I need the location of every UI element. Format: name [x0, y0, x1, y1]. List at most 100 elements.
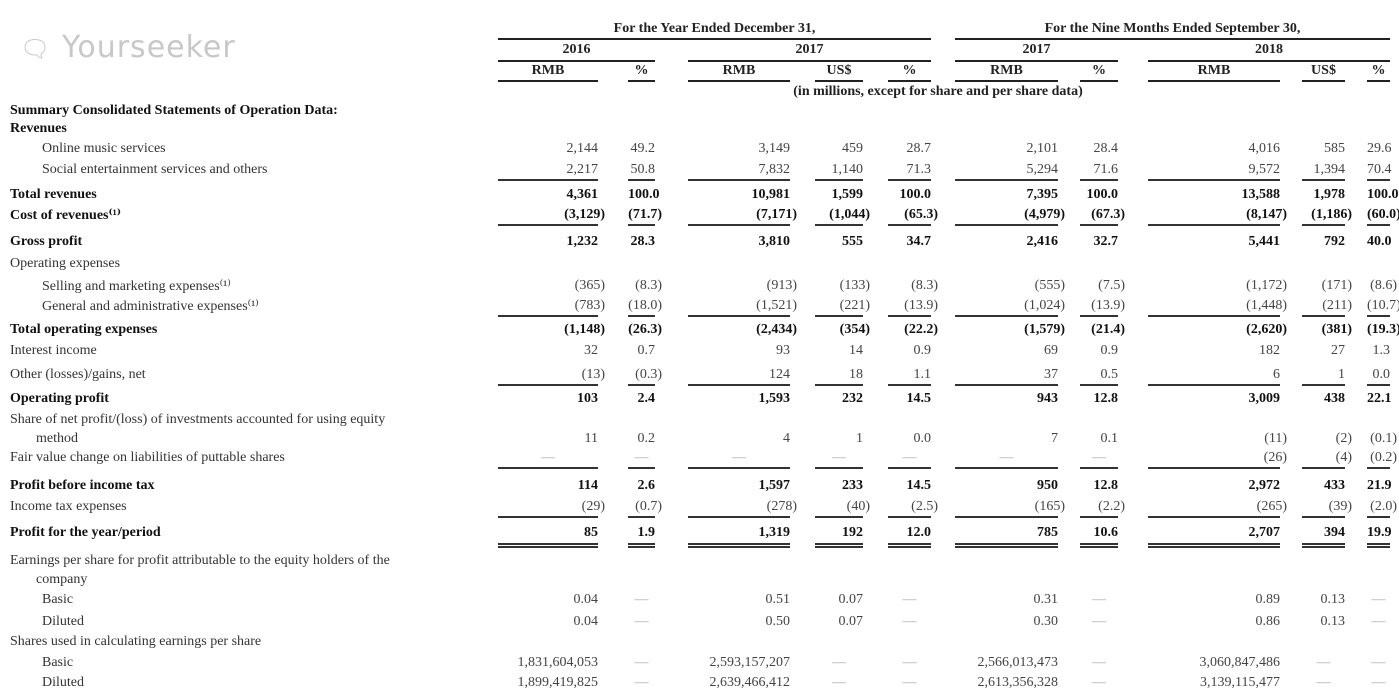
- subtotal-rule: [1080, 516, 1118, 518]
- table-cell: (3,129): [564, 207, 605, 222]
- subtotal-rule: [498, 467, 598, 469]
- subtotal-rule: [1080, 315, 1118, 317]
- table-cell: 103: [577, 391, 598, 406]
- table-cell: (165): [1034, 499, 1065, 514]
- table-cell: 4,016: [1248, 141, 1281, 156]
- table-cell: (1,448): [1246, 298, 1287, 313]
- table-cell: 6: [1273, 367, 1280, 382]
- table-cell: (211): [1322, 298, 1352, 313]
- currency-rule: [1080, 80, 1118, 82]
- currency-header: RMB: [1197, 63, 1231, 78]
- table-cell: 40.0: [1367, 234, 1392, 249]
- table-cell: (2,620): [1246, 322, 1287, 337]
- table-cell: 3,139,115,477: [1200, 675, 1280, 690]
- table-cell: 555: [842, 234, 863, 249]
- row-label: method: [36, 431, 78, 446]
- subtotal-rule: [1367, 224, 1390, 226]
- table-cell: 1.9: [637, 525, 656, 540]
- table-cell: 1,232: [566, 234, 599, 249]
- subtotal-rule: [1302, 467, 1345, 469]
- table-cell: 2.4: [637, 391, 656, 406]
- table-cell: 2,416: [1026, 234, 1059, 249]
- table-cell: (221): [839, 298, 870, 313]
- table-cell: —: [634, 675, 649, 690]
- currency-rule: [498, 80, 598, 82]
- header-rule: [955, 38, 1390, 40]
- row-label: Share of net profit/(loss) of investment…: [10, 412, 386, 427]
- table-cell: 7,395: [1026, 187, 1059, 202]
- table-cell: (4,979): [1024, 207, 1065, 222]
- subtotal-rule: [955, 224, 1058, 226]
- subtotal-rule: [815, 179, 863, 181]
- table-cell: 19.9: [1367, 525, 1392, 540]
- total-double-rule: [1367, 543, 1390, 548]
- total-double-rule: [1302, 543, 1345, 548]
- year-header: 2017: [1022, 42, 1051, 57]
- table-cell: 1,599: [831, 187, 864, 202]
- table-cell: 12.8: [1093, 391, 1119, 406]
- subtotal-rule: [688, 315, 790, 317]
- year-rule: [498, 60, 655, 62]
- currency-header: %: [634, 63, 649, 78]
- table-cell: —: [1371, 655, 1386, 670]
- table-cell: 10,981: [751, 187, 791, 202]
- table-cell: (18.0): [628, 298, 662, 313]
- table-cell: (13): [581, 367, 605, 382]
- table-cell: —: [1371, 614, 1386, 629]
- table-cell: 1,597: [758, 478, 791, 493]
- table-cell: (171): [1321, 278, 1352, 293]
- table-cell: (26.3): [628, 322, 662, 337]
- row-label: Basic: [42, 655, 74, 670]
- table-cell: 0.50: [765, 614, 791, 629]
- table-cell: 114: [577, 478, 598, 493]
- table-cell: (19.3): [1367, 322, 1399, 337]
- period-header-nine-months: For the Nine Months Ended September 30,: [1044, 21, 1301, 36]
- table-cell: —: [902, 614, 917, 629]
- table-cell: 93: [776, 343, 790, 358]
- subtotal-rule: [1367, 315, 1390, 317]
- table-cell: (0.1): [1370, 431, 1397, 446]
- table-cell: 950: [1037, 478, 1058, 493]
- table-cell: 34.7: [906, 234, 932, 249]
- subtotal-rule: [628, 384, 655, 386]
- table-cell: 2,566,013,473: [977, 655, 1059, 670]
- table-cell: 192: [842, 525, 863, 540]
- table-cell: 438: [1324, 391, 1345, 406]
- subtotal-rule: [1302, 315, 1345, 317]
- subtotal-rule: [498, 516, 598, 518]
- table-cell: 232: [842, 391, 863, 406]
- currency-header: %: [1371, 63, 1386, 78]
- table-cell: 1.1: [913, 367, 932, 382]
- subtotal-rule: [688, 224, 790, 226]
- table-cell: —: [1092, 592, 1106, 607]
- subtotal-rule: [688, 384, 790, 386]
- table-cell: 14.5: [906, 478, 932, 493]
- table-cell: —: [832, 655, 846, 670]
- row-label: Shares used in calculating earnings per …: [10, 634, 262, 649]
- row-label: Fair value change on liabilities of putt…: [10, 450, 285, 465]
- table-cell: 1: [856, 431, 863, 446]
- table-cell: 21.9: [1367, 478, 1392, 493]
- subtotal-rule: [1148, 384, 1280, 386]
- table-cell: (1,579): [1024, 322, 1065, 337]
- row-label: Summary Consolidated Statements of Opera…: [10, 103, 338, 118]
- table-cell: (1,024): [1024, 298, 1065, 313]
- subtotal-rule: [1148, 179, 1280, 181]
- table-cell: 100.0: [628, 187, 660, 202]
- table-cell: (381): [1321, 322, 1352, 337]
- table-cell: —: [1371, 675, 1386, 690]
- subtotal-rule: [888, 384, 931, 386]
- table-cell: (783): [574, 298, 605, 313]
- table-cell: 0.31: [1033, 592, 1059, 607]
- table-cell: 0.30: [1033, 614, 1059, 629]
- table-cell: 0.07: [838, 592, 864, 607]
- table-cell: 394: [1324, 525, 1345, 540]
- table-cell: —: [832, 675, 846, 690]
- table-cell: 0.04: [573, 592, 599, 607]
- table-cell: (7.5): [1098, 278, 1125, 293]
- table-cell: (1,148): [564, 322, 605, 337]
- subtotal-rule: [1367, 179, 1390, 181]
- subtotal-rule: [688, 516, 790, 518]
- subtotal-rule: [815, 384, 863, 386]
- table-cell: 28.7: [906, 141, 932, 156]
